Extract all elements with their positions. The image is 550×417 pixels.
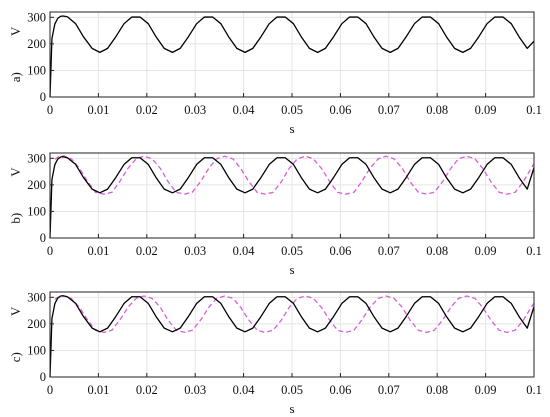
x-tick-label: 0.05	[281, 103, 303, 117]
x-axis-label: s	[289, 262, 294, 277]
x-tick-label: 0.1	[526, 103, 542, 117]
y-axis-label: b) V	[8, 167, 23, 224]
x-tick-label: 0.05	[281, 244, 303, 258]
x-tick-label: 0.06	[329, 103, 351, 117]
x-tick-label: 0.07	[378, 103, 400, 117]
x-tick-label: 0.03	[184, 383, 206, 397]
y-axis-unit: V	[8, 167, 23, 177]
x-tick-label: 0.06	[329, 244, 351, 258]
y-tick-label: 300	[27, 151, 46, 165]
x-tick-label: 0.01	[87, 244, 109, 258]
x-tick-label: 0.08	[426, 383, 448, 397]
y-tick-label: 100	[27, 204, 46, 218]
y-tick-label: 100	[27, 63, 46, 77]
y-tick-label: 300	[27, 10, 46, 24]
x-tick-label: 0.04	[233, 383, 256, 397]
chart-panel-1: 0 0.01 0.02 0.03 0.04 0.05 0.06 0.07 0.08 0.09 0.1…	[8, 10, 542, 136]
x-tick-label: 0.07	[378, 383, 400, 397]
x-tick-label: 0.1	[526, 244, 542, 258]
y-tick-label: 200	[27, 317, 46, 331]
series-line-2	[54, 295, 535, 334]
y-tick-label: 0	[40, 370, 46, 384]
x-tick-label: 0.09	[475, 244, 497, 258]
x-tick-label: 0.08	[426, 103, 448, 117]
x-tick-label: 0.06	[329, 383, 351, 397]
panel-label: b)	[8, 213, 23, 224]
x-tick-label: 0.08	[426, 244, 448, 258]
x-tick-label: 0.03	[184, 103, 206, 117]
chart-panel-3: 0 0.01 0.02 0.03 0.04 0.05 0.06 0.07 0.08 0.09 0.1…	[8, 290, 542, 416]
panel-label: c)	[8, 352, 23, 362]
x-tick-label: 0	[47, 244, 53, 258]
series-line-1	[49, 15, 535, 98]
x-tick-label: 0.04	[233, 103, 256, 117]
x-tick-label: 0.04	[233, 244, 256, 258]
x-tick-label: 0.02	[136, 383, 158, 397]
x-tick-label: 0.01	[87, 103, 109, 117]
y-tick-label: 300	[27, 290, 46, 304]
x-axis-label: s	[289, 121, 294, 136]
x-tick-label: 0	[47, 383, 53, 397]
panel-label: a)	[8, 72, 23, 82]
x-tick-label: 0.05	[281, 383, 303, 397]
series-line-1	[49, 295, 535, 378]
y-axis-unit: V	[8, 306, 23, 316]
x-tick-label: 0.03	[184, 244, 206, 258]
x-tick-label: 0.02	[136, 103, 158, 117]
x-tick-label: 0.07	[378, 244, 400, 258]
y-axis-label: a) V	[8, 26, 23, 82]
x-tick-label: 0.09	[475, 383, 497, 397]
series-line-2	[54, 155, 535, 195]
y-axis-unit: V	[8, 26, 23, 36]
y-tick-label: 100	[27, 343, 46, 357]
x-tick-label: 0.02	[136, 244, 158, 258]
x-tick-label: 0.1	[526, 383, 542, 397]
y-tick-label: 200	[27, 37, 46, 51]
x-tick-label: 0.01	[87, 383, 109, 397]
x-tick-label: 0.09	[475, 103, 497, 117]
y-axis-label: c) V	[8, 306, 23, 362]
x-tick-label: 0	[47, 103, 53, 117]
x-axis-label: s	[289, 401, 294, 416]
y-tick-label: 200	[27, 178, 46, 192]
chart-panel-2: 0 0.01 0.02 0.03 0.04 0.05 0.06 0.07 0.08 0.09 0.1…	[8, 151, 542, 277]
series-line-1	[49, 156, 535, 239]
y-tick-label: 0	[40, 231, 46, 245]
y-tick-label: 0	[40, 90, 46, 104]
